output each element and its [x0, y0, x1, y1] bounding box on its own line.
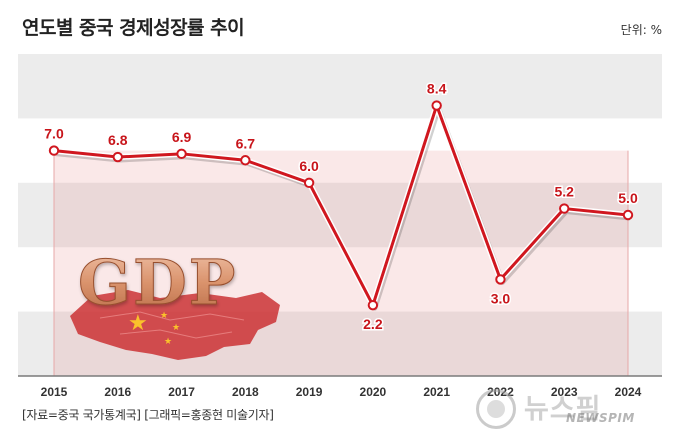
data-point — [431, 100, 442, 111]
x-tick-label: 2024 — [615, 385, 642, 399]
data-label: 2.2 — [363, 316, 383, 332]
data-labels: 7.0 6.8 6.9 6.7 6.0 2.2 8.4 3.0 5.2 5.0 — [43, 79, 640, 334]
area-fill-layer — [54, 150, 628, 376]
x-tick-label: 2015 — [41, 385, 68, 399]
flag-star-icon: ★ — [172, 323, 180, 333]
x-tick-labels: 2015 2016 2017 2018 2019 2020 2021 2022 2023 2024 — [41, 385, 642, 399]
data-point — [559, 203, 570, 214]
unit-label: 단위: % — [620, 23, 662, 37]
data-point — [622, 209, 634, 221]
x-tick-label: 2023 — [551, 385, 578, 399]
flag-star-icon: ★ — [128, 311, 148, 336]
data-label: 6.0 — [299, 158, 319, 174]
data-label: 5.2 — [554, 184, 574, 200]
data-label: 3.0 — [491, 290, 511, 306]
flag-star-icon: ★ — [164, 337, 172, 347]
chart-title: 연도별 중국 경제성장률 추이 — [22, 17, 245, 39]
data-point — [495, 274, 506, 285]
series-line-layer — [53, 102, 631, 311]
flag-star-icon: ★ — [160, 311, 168, 321]
china-map-detail — [99, 311, 245, 339]
x-tick-label: 2018 — [232, 385, 259, 399]
x-tick-label: 2019 — [296, 385, 323, 399]
data-point — [240, 155, 251, 166]
x-tick-label: 2016 — [104, 385, 131, 399]
watermark-korean: 뉴스핌 — [524, 394, 602, 425]
data-label: 6.7 — [236, 135, 256, 151]
data-point — [112, 151, 123, 163]
data-point — [367, 299, 379, 311]
gdp-china-decoration: ★ ★ ★ ★ GDP — [70, 246, 280, 360]
area-fill — [54, 150, 628, 376]
china-map-shape — [70, 290, 280, 360]
data-points — [48, 100, 634, 311]
data-point — [48, 145, 60, 156]
source-note: [자료=중국 국가통계국] [그래픽=홍종현 미술기자] — [22, 408, 274, 422]
data-label: 6.9 — [172, 129, 192, 145]
data-label: 5.0 — [618, 190, 638, 206]
x-tick-label: 2021 — [423, 385, 450, 399]
data-point — [303, 177, 315, 189]
data-label: 8.4 — [427, 81, 447, 97]
grid-band — [18, 54, 662, 119]
data-label: 6.8 — [108, 132, 128, 148]
gdp-decoration-text: GDP — [78, 246, 237, 319]
x-axis — [18, 150, 662, 377]
x-tick-label: 2017 — [168, 385, 195, 399]
newspim-logo-icon — [476, 389, 516, 429]
newspim-watermark: 뉴스핌 NEWSPIM — [476, 385, 666, 435]
x-tick-label: 2020 — [360, 385, 387, 399]
data-point — [176, 148, 187, 160]
series-line — [53, 104, 629, 307]
watermark-english: NEWSPIM — [566, 411, 635, 425]
data-label: 7.0 — [44, 126, 64, 142]
